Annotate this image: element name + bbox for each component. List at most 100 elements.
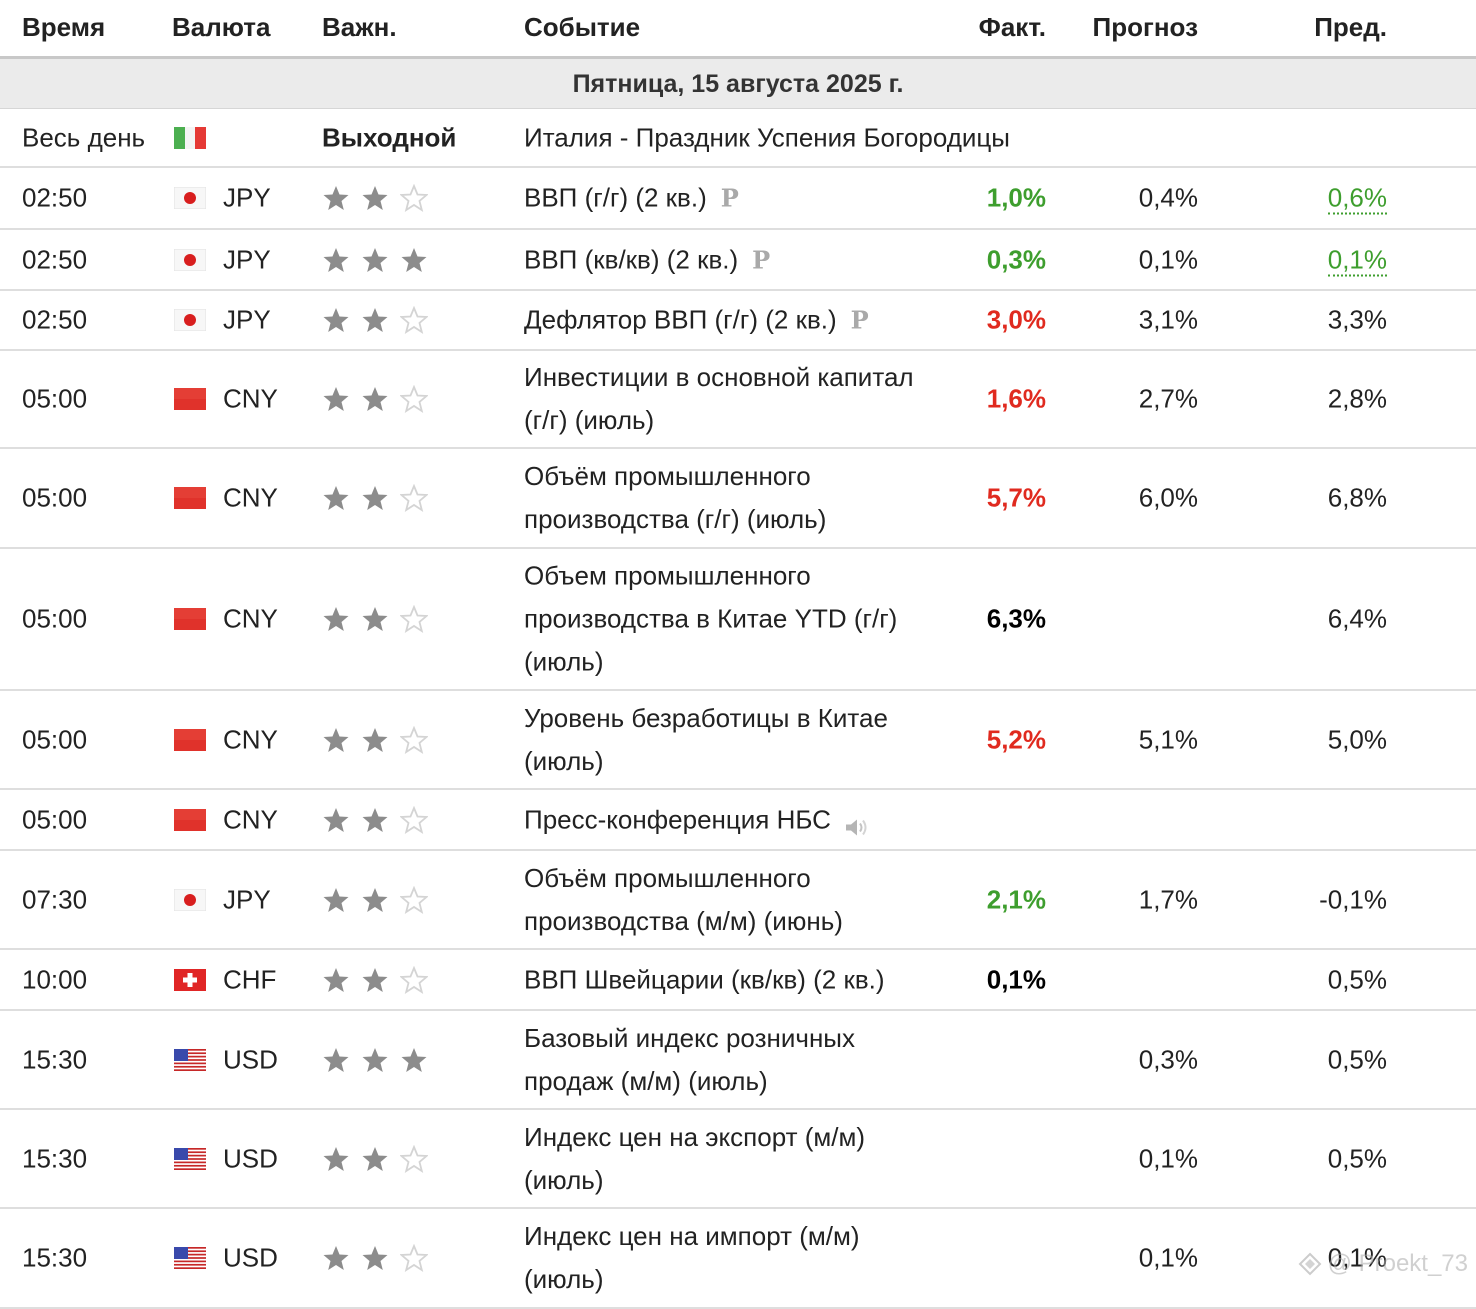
- event-name[interactable]: ВВП (г/г) (2 кв.) P: [524, 177, 944, 220]
- event-time: 05:00: [22, 603, 88, 634]
- actual-value: 1,0%: [986, 182, 1046, 213]
- event-title[interactable]: Инвестиции в основной капитал (г/г) (июл…: [524, 362, 914, 435]
- event-title[interactable]: Индекс цен на экспорт (м/м) (июль): [524, 1121, 866, 1195]
- actual-value: 1,6%: [986, 383, 1046, 414]
- table-row[interactable]: 02:50 JPY Дефлятор ВВП (г/г) (2 кв.) P 3,0% 3…: [0, 291, 1476, 351]
- event-name[interactable]: Объем промышленного производства в Китае…: [524, 555, 944, 684]
- event-title[interactable]: ВВП (г/г) (2 кв.): [524, 182, 707, 213]
- preliminary-release-icon: P: [850, 305, 869, 335]
- japan-flag: [174, 888, 206, 911]
- japan-flag: [174, 187, 206, 209]
- previous-value-revised[interactable]: 0,1%: [1327, 244, 1387, 276]
- header-currency[interactable]: Валюта: [172, 12, 271, 42]
- previous-value-revised[interactable]: 0,6%: [1327, 182, 1387, 215]
- previous-value-text: -0,1%: [1319, 884, 1387, 914]
- event-title[interactable]: Индекс цен на импорт (м/м) (июль): [524, 1221, 860, 1294]
- actual-value: 5,7%: [986, 482, 1046, 513]
- watermark-text: @ Proekt_73: [1327, 1250, 1468, 1277]
- star-empty-icon: [400, 306, 428, 334]
- event-title[interactable]: Объём промышленного производства (м/м) (…: [524, 862, 843, 936]
- star-filled-icon: [361, 184, 389, 212]
- holiday-row[interactable]: Весь день Выходной Италия - Праздник Усп…: [0, 109, 1476, 168]
- star-empty-icon: [400, 184, 428, 212]
- star-empty-icon: [400, 965, 428, 994]
- forecast-value: 0,1%: [1138, 244, 1198, 274]
- event-name[interactable]: Инвестиции в основной капитал (г/г) (июл…: [524, 356, 944, 442]
- previous-value: 6,8%: [1328, 483, 1387, 514]
- table-row[interactable]: 05:00 CNY Объем промышленного производства…: [0, 549, 1476, 691]
- header-importance[interactable]: Важн.: [322, 12, 397, 42]
- event-title[interactable]: Уровень безработицы в Китае (июль): [524, 702, 888, 776]
- table-row[interactable]: 15:30 USD Индекс цен на импорт (м/м) (июль…: [0, 1209, 1476, 1309]
- table-row[interactable]: 07:30 JPY Объём промышленного производства…: [0, 851, 1476, 950]
- event-title[interactable]: Пресс-конференция НБС: [524, 804, 831, 834]
- previous-value-text[interactable]: 0,6%: [1327, 182, 1387, 215]
- header-forecast[interactable]: Прогноз: [1092, 12, 1198, 42]
- event-name[interactable]: Базовый индекс розничных продаж (м/м) (и…: [524, 1017, 944, 1103]
- previous-value: 2,8%: [1328, 384, 1387, 415]
- currency-code: CNY: [223, 804, 278, 834]
- star-filled-icon: [361, 966, 389, 994]
- previous-value-text: 3,3%: [1327, 304, 1387, 335]
- date-row: Пятница, 15 августа 2025 г.: [0, 59, 1476, 109]
- table-row[interactable]: 05:00 CNY Пресс-конференция НБС: [0, 790, 1476, 851]
- event-title[interactable]: ВВП (кв/кв) (2 кв.): [524, 244, 739, 274]
- event-time: 02:50: [22, 182, 88, 213]
- table-row[interactable]: 05:00 CNY Уровень безработицы в Китае (июл…: [0, 691, 1476, 790]
- table-row[interactable]: 05:00 CNY Объём промышленного производства…: [0, 449, 1476, 549]
- star-filled-icon: [361, 605, 389, 633]
- holiday-label: Выходной: [322, 122, 457, 152]
- event-name[interactable]: Пресс-конференция НБС: [524, 798, 944, 841]
- importance-stars: [322, 385, 428, 413]
- star-filled-icon: [322, 385, 350, 413]
- currency-code: CNY: [223, 383, 278, 414]
- forecast-value: 0,4%: [1138, 182, 1198, 213]
- previous-value-text[interactable]: 0,1%: [1327, 244, 1387, 276]
- star-filled-icon: [322, 1145, 350, 1173]
- star-filled-icon: [322, 246, 350, 274]
- table-row[interactable]: 10:00 CHF ВВП Швейцарии (кв/кв) (2 кв.) 0,1…: [0, 950, 1476, 1011]
- currency-code: USD: [223, 1242, 278, 1273]
- table-row[interactable]: 15:30 USD Базовый индекс розничных продаж …: [0, 1011, 1476, 1110]
- previous-value: 0,1%: [1328, 1243, 1387, 1274]
- star-filled-icon: [322, 966, 350, 994]
- italy-flag: [174, 126, 206, 149]
- event-name[interactable]: ВВП Швейцарии (кв/кв) (2 кв.): [524, 958, 944, 1001]
- event-name[interactable]: ВВП (кв/кв) (2 кв.) P: [524, 238, 944, 281]
- holiday-event[interactable]: Италия - Праздник Успения Богородицы: [524, 122, 1010, 152]
- importance-stars: [322, 1144, 428, 1173]
- table-row[interactable]: 02:50 JPY ВВП (г/г) (2 кв.) P 1,0% 0,4% 0,6%: [0, 168, 1476, 230]
- currency-code: USD: [223, 1143, 278, 1173]
- star-filled-icon: [322, 726, 350, 754]
- japan-flag: [174, 309, 206, 331]
- event-name[interactable]: Дефлятор ВВП (г/г) (2 кв.) P: [524, 299, 944, 342]
- event-title[interactable]: Объем промышленного производства в Китае…: [524, 560, 898, 677]
- table-row[interactable]: 05:00 CNY Инвестиции в основной капитал (г…: [0, 351, 1476, 449]
- table-row[interactable]: 15:30 USD Индекс цен на экспорт (м/м) (июл…: [0, 1110, 1476, 1209]
- star-filled-icon: [361, 1145, 389, 1173]
- previous-value: 0,5%: [1328, 1044, 1387, 1075]
- event-title[interactable]: Дефлятор ВВП (г/г) (2 кв.): [524, 304, 837, 335]
- event-name[interactable]: Объём промышленного производства (м/м) (…: [524, 857, 944, 943]
- event-time: 10:00: [22, 964, 88, 994]
- forecast-value: 3,1%: [1138, 304, 1198, 335]
- event-title[interactable]: Базовый индекс розничных продаж (м/м) (и…: [524, 1022, 855, 1096]
- star-filled-icon: [322, 306, 350, 334]
- event-name[interactable]: Индекс цен на экспорт (м/м) (июль): [524, 1116, 944, 1202]
- star-empty-icon: [400, 805, 428, 834]
- importance-stars: [322, 184, 428, 212]
- header-event[interactable]: Событие: [524, 12, 641, 42]
- header-actual[interactable]: Факт.: [978, 12, 1046, 42]
- importance-stars: [322, 885, 428, 914]
- currency-code: CHF: [223, 964, 277, 994]
- event-name[interactable]: Объём промышленного производства (г/г) (…: [524, 455, 944, 541]
- event-title[interactable]: Объём промышленного производства (г/г) (…: [524, 461, 827, 534]
- event-name[interactable]: Индекс цен на импорт (м/м) (июль): [524, 1215, 944, 1301]
- star-filled-icon: [400, 1046, 428, 1074]
- forecast-value: 6,0%: [1138, 482, 1198, 513]
- header-time[interactable]: Время: [22, 12, 106, 42]
- table-row[interactable]: 02:50 JPY ВВП (кв/кв) (2 кв.) P 0,3% 0,1% 0,1%: [0, 230, 1476, 291]
- header-previous[interactable]: Пред.: [1314, 12, 1387, 42]
- event-title[interactable]: ВВП Швейцарии (кв/кв) (2 кв.): [524, 964, 885, 994]
- event-name[interactable]: Уровень безработицы в Китае (июль): [524, 697, 944, 783]
